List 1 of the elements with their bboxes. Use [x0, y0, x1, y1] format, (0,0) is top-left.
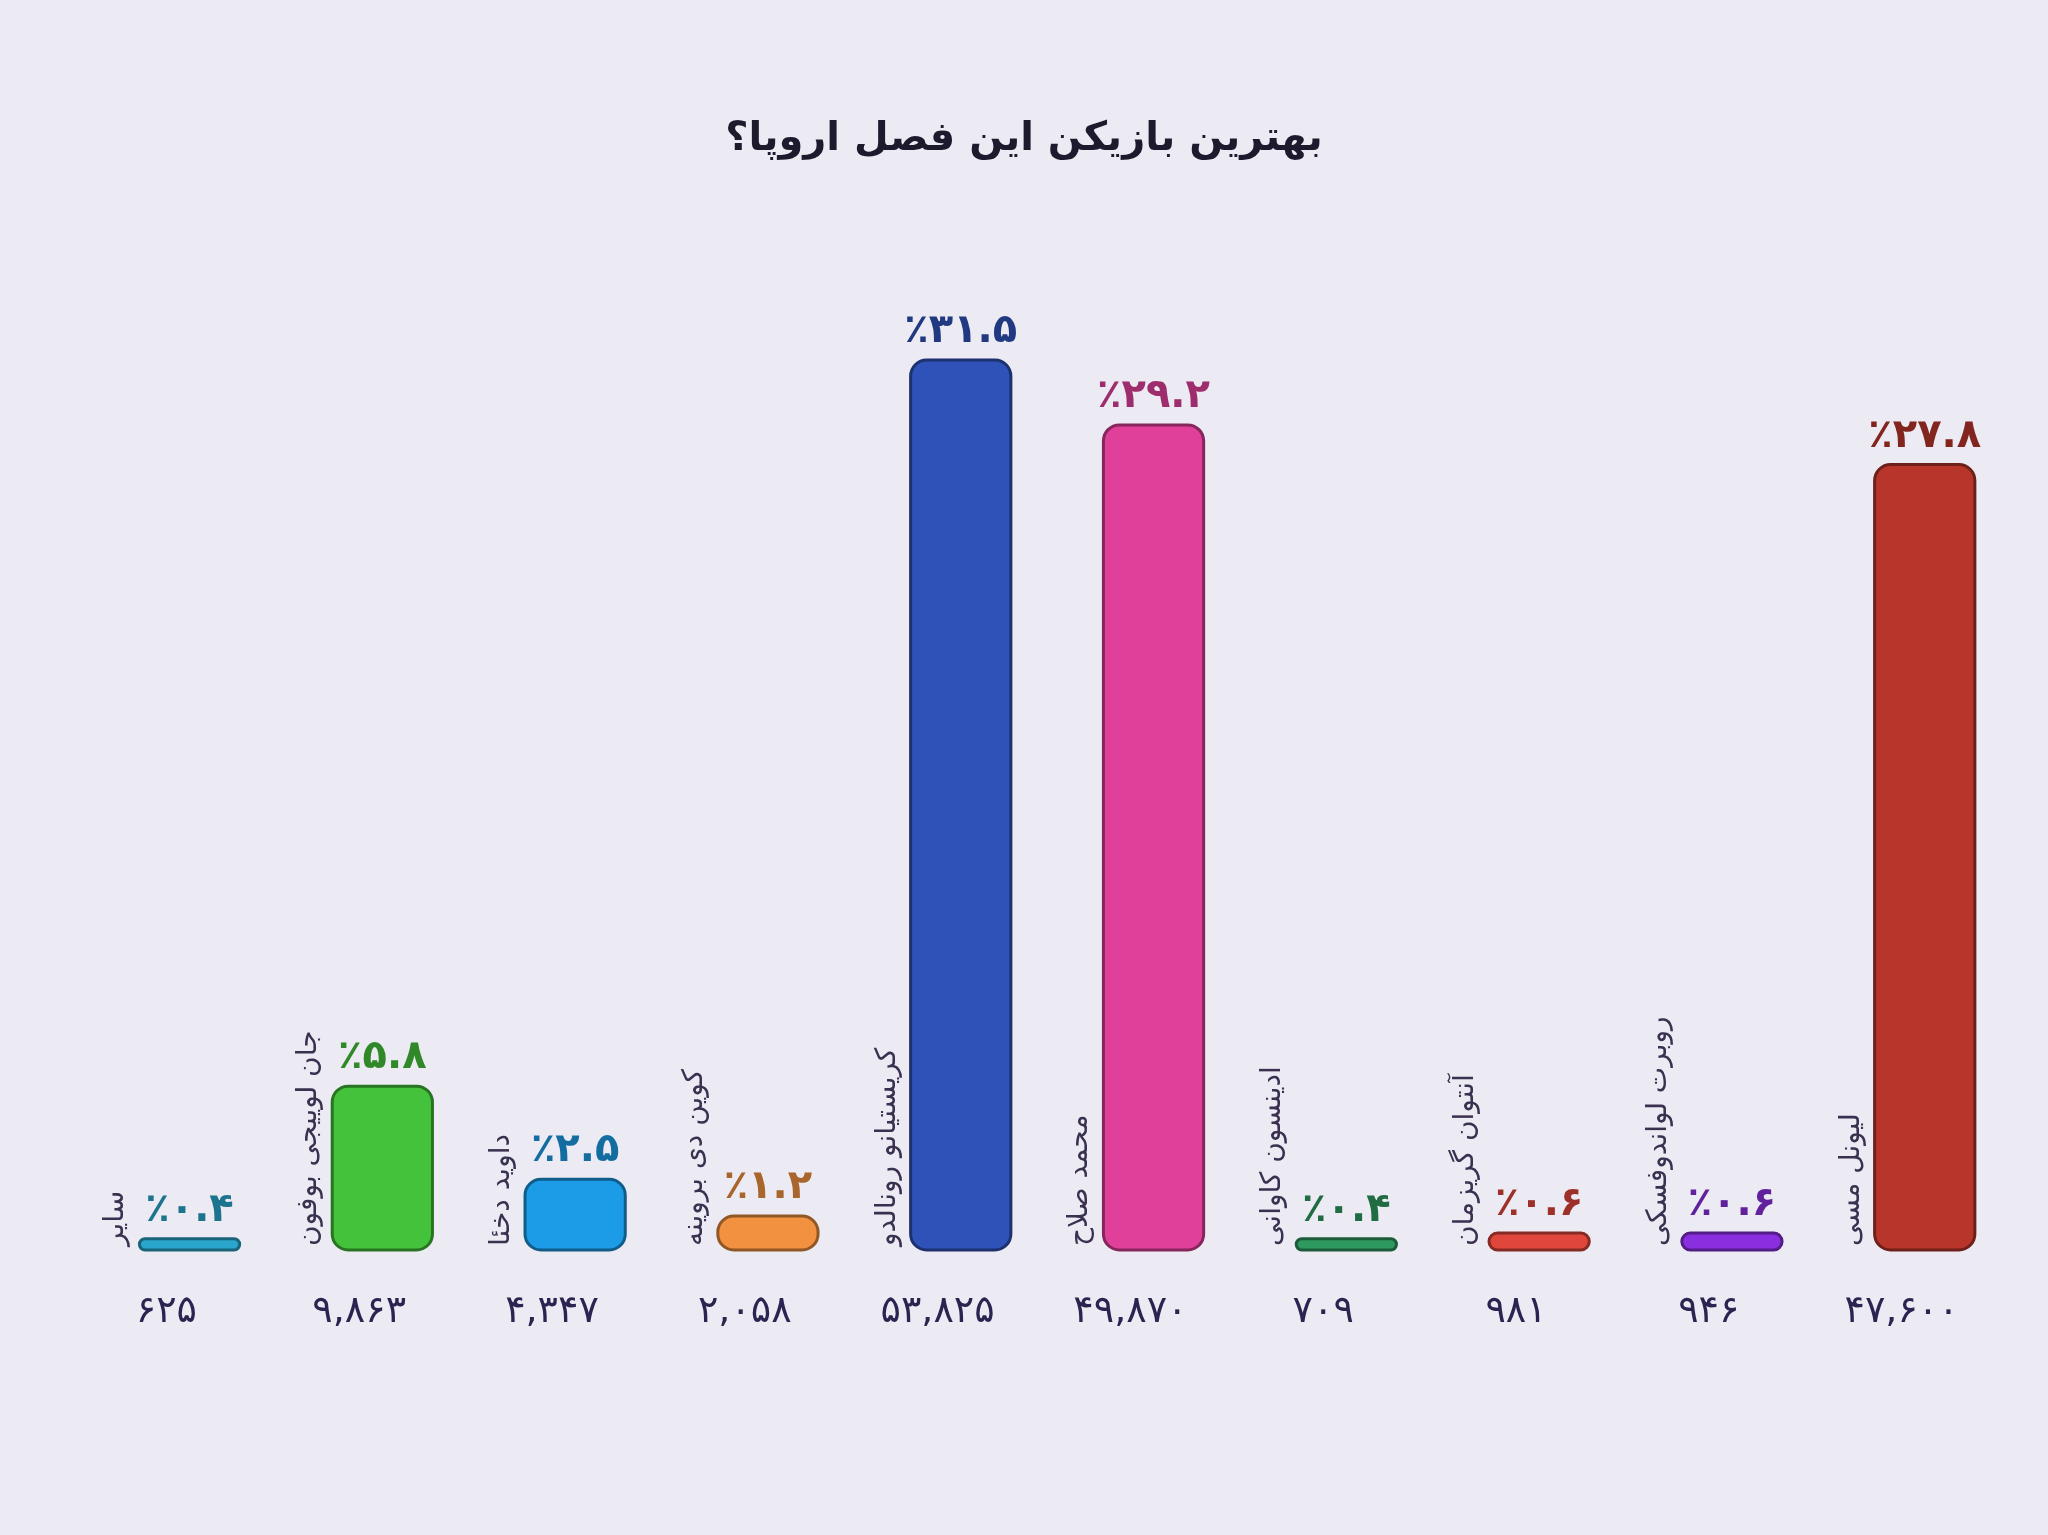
title: بهترین بازیکن این فصل اروپا؟ [725, 113, 1323, 159]
